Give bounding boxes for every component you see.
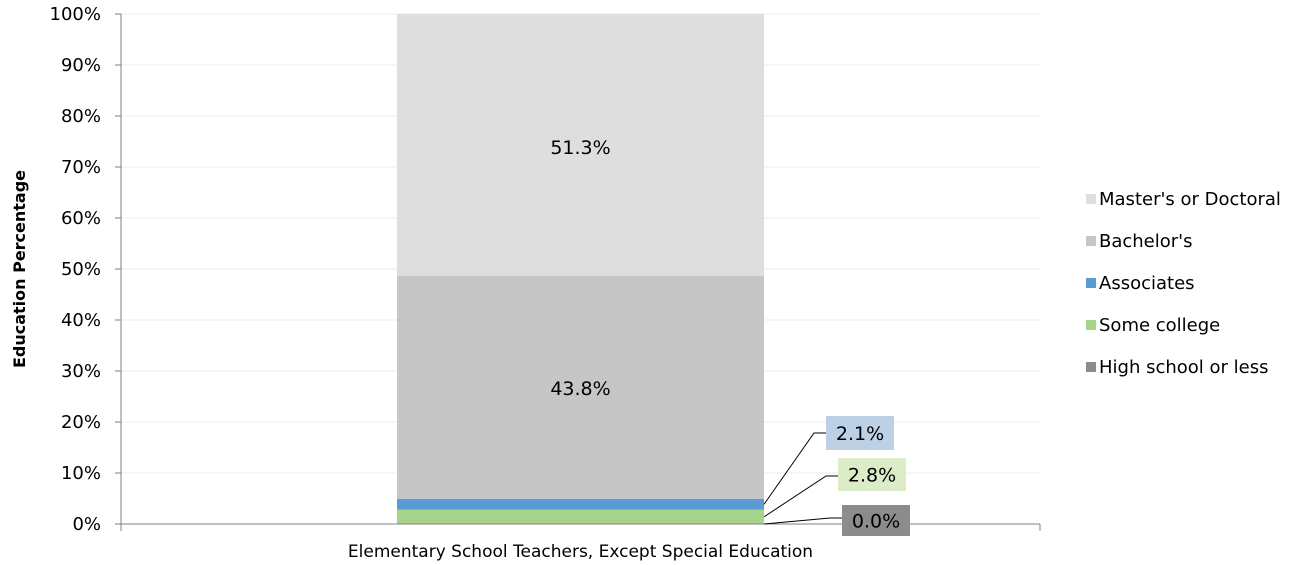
y-tick-label: 30% [61,361,101,382]
data-label: 0.0% [852,511,900,533]
y-tick-label: 60% [61,208,101,229]
data-label-box [842,505,910,536]
leader-line [763,432,826,505]
legend-swatch [1086,320,1096,330]
legend-entry: Bachelor's [1099,231,1193,252]
y-tick-label: 50% [61,259,101,280]
y-tick-label: 10% [61,463,101,484]
legend-entry: Some college [1099,315,1220,336]
bar-segment [397,499,764,510]
data-label-box [838,458,906,491]
data-label: 2.1% [836,423,884,445]
legend: Master's or Doctoral Bachelor's Associates… [1086,189,1281,378]
data-label: 43.8% [550,378,610,400]
y-tick-label: 70% [61,157,101,178]
data-label: 2.8% [848,465,896,487]
x-category-label: Elementary School Teachers, Except Speci… [348,542,813,562]
leader-line [763,475,838,518]
bar-segments [397,14,764,524]
y-axis-label: Education Percentage [10,170,29,368]
legend-swatch [1086,278,1096,288]
legend-swatch [1086,194,1096,204]
y-tick-label: 80% [61,106,101,127]
data-label-box [826,416,894,450]
bar-segment [397,14,764,276]
data-labels: 0.0% 2.8% 2.1% 43.8% 51.3% [550,137,910,536]
y-tick-label: 100% [50,4,101,25]
legend-entry: Master's or Doctoral [1099,189,1281,210]
legend-swatch [1086,362,1096,372]
bar-segment [397,275,764,500]
y-axis-ticks: 0% 10% 20% 30% 40% 50% 60% 70% 80% 90% 100% [50,4,121,535]
bar-segment [397,509,764,524]
legend-entry: High school or less [1099,357,1269,378]
legend-entry: Associates [1099,273,1195,294]
leader-line [763,517,842,525]
data-label: 51.3% [550,137,610,159]
y-tick-label: 40% [61,310,101,331]
y-tick-label: 90% [61,55,101,76]
legend-swatch [1086,236,1096,246]
y-tick-label: 0% [72,514,101,535]
y-tick-label: 20% [61,412,101,433]
